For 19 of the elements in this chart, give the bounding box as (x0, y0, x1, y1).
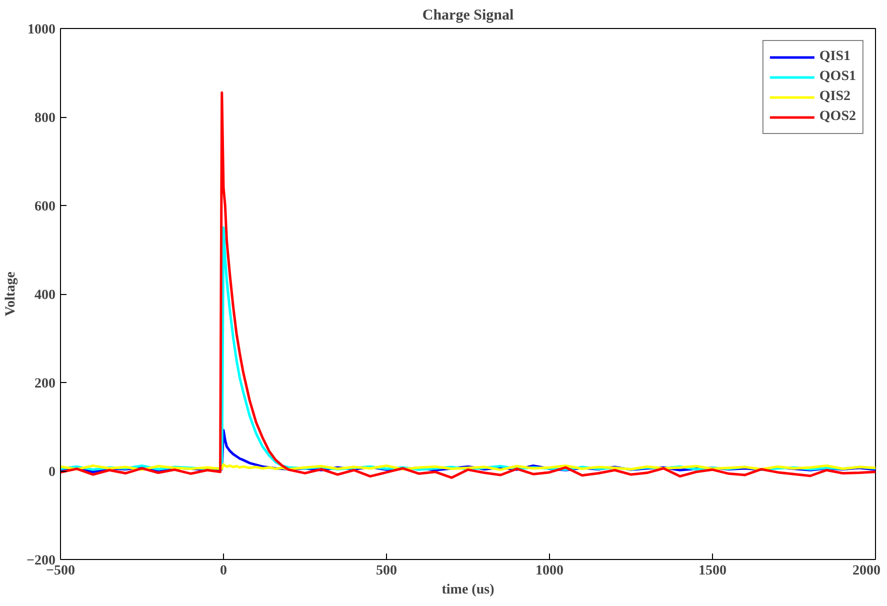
x-tick-label: 1500 (698, 564, 726, 578)
y-tick-label: 400 (34, 288, 56, 303)
x-tick-label: 0 (220, 564, 227, 578)
y-tick-label: 200 (34, 376, 56, 392)
legend-label: QOS1 (819, 69, 856, 85)
legend-label: QIS2 (819, 89, 851, 105)
y-tick-label: 0 (48, 465, 56, 480)
x-tick-label: 1000 (536, 564, 564, 578)
x-axis-title: time (us) (442, 582, 495, 598)
x-tick-label: 2000 (852, 564, 880, 578)
y-tick-label: 1000 (28, 22, 56, 38)
y-tick-label: 600 (34, 200, 56, 214)
chart-title: Charge Signal (422, 8, 514, 24)
y-axis-title: Voltage (4, 272, 19, 316)
legend-label: QOS2 (819, 109, 856, 125)
y-tick-label: 800 (34, 111, 56, 126)
line-series (60, 91, 876, 479)
x-tick-label: 500 (376, 564, 397, 578)
legend-label: QIS1 (819, 49, 851, 65)
